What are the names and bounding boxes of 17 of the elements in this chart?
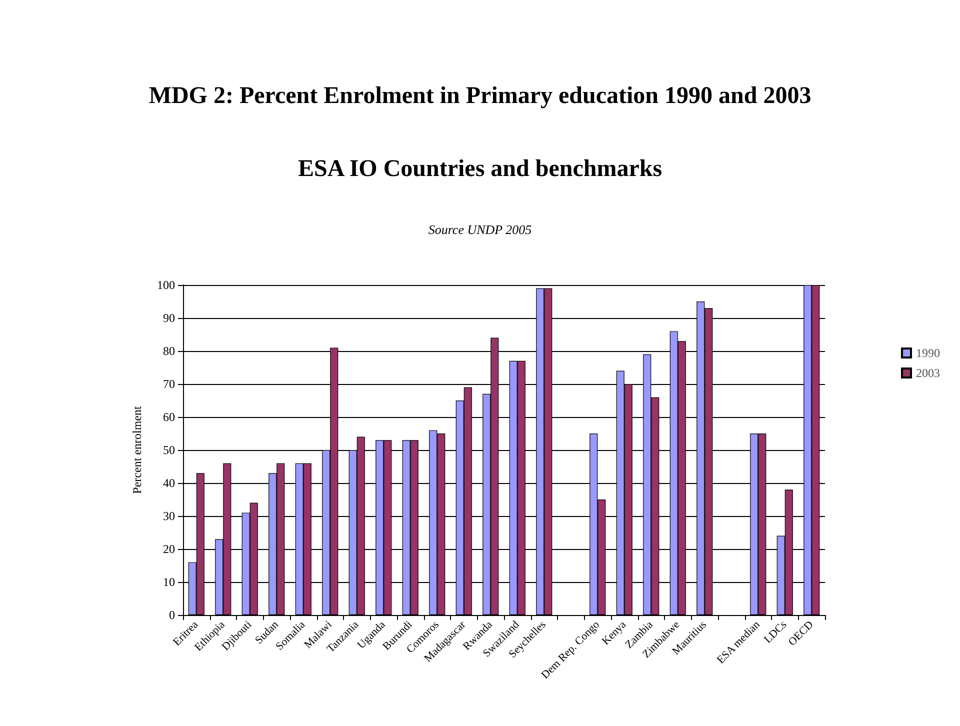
y-tick-label: 0 bbox=[169, 608, 175, 622]
y-axis-title: Percent enrolment bbox=[130, 406, 144, 494]
y-tick-label: 20 bbox=[163, 542, 175, 556]
y-tick-label: 40 bbox=[163, 476, 175, 490]
y-tick-label: 80 bbox=[163, 344, 175, 358]
y-tick-label: 100 bbox=[157, 278, 175, 292]
chart-subtitle: ESA IO Countries and benchmarks bbox=[298, 156, 662, 182]
y-tick-label: 30 bbox=[163, 509, 175, 523]
y-tick-label: 50 bbox=[163, 443, 175, 457]
legend-label: 2003 bbox=[916, 366, 940, 380]
y-tick-label: 90 bbox=[163, 311, 175, 325]
y-tick-label: 10 bbox=[163, 575, 175, 589]
chart-title: MDG 2: Percent Enrolment in Primary education 1990 and 2003 bbox=[148, 83, 812, 109]
legend-label: 1990 bbox=[916, 346, 940, 360]
y-tick-label: 60 bbox=[163, 410, 175, 424]
y-tick-label: 70 bbox=[163, 377, 175, 391]
source-note: Source UNDP 2005 bbox=[428, 222, 532, 237]
